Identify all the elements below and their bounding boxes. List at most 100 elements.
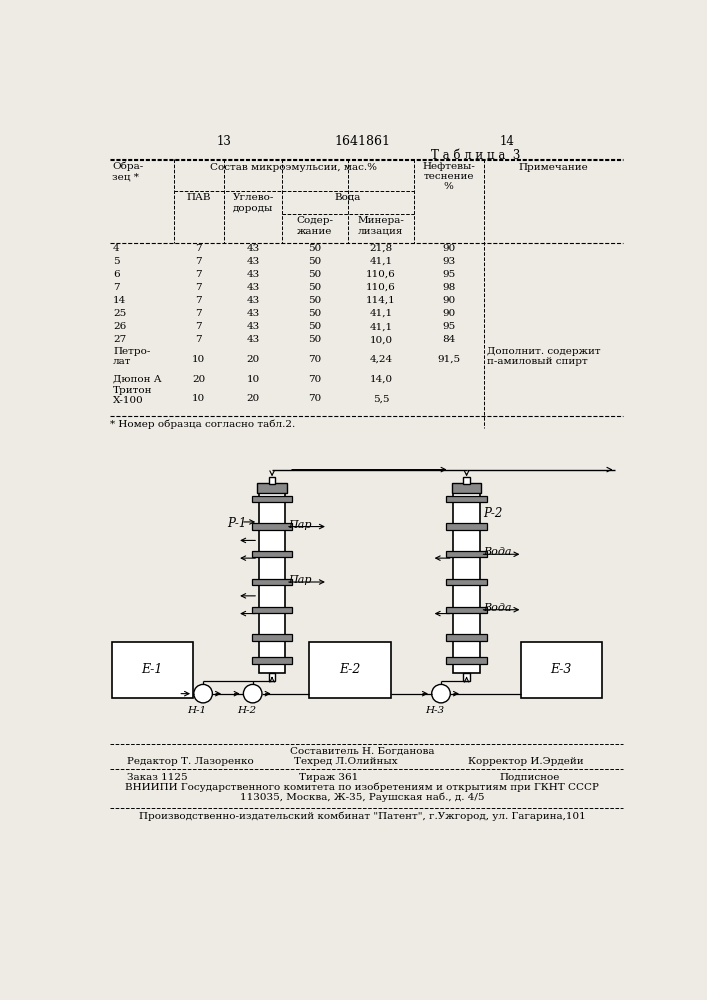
Bar bbox=[446, 579, 486, 585]
Text: 43: 43 bbox=[247, 244, 259, 253]
Text: 14,0: 14,0 bbox=[369, 375, 392, 384]
Bar bbox=[446, 551, 486, 557]
Text: Дополнит. содержит
п-амиловый спирт: Дополнит. содержит п-амиловый спирт bbox=[486, 347, 600, 366]
Text: Тритон
Х-100: Тритон Х-100 bbox=[113, 386, 153, 405]
Bar bbox=[252, 607, 292, 613]
Text: Пар: Пар bbox=[288, 575, 312, 585]
Text: 90: 90 bbox=[442, 244, 455, 253]
Text: 95: 95 bbox=[442, 270, 455, 279]
Text: 6: 6 bbox=[113, 270, 119, 279]
Text: Е-2: Е-2 bbox=[339, 663, 361, 676]
Text: 14: 14 bbox=[113, 296, 127, 305]
Text: 14: 14 bbox=[499, 135, 514, 148]
Bar bbox=[112, 642, 193, 698]
Circle shape bbox=[194, 684, 212, 703]
Text: Петро-
лат: Петро- лат bbox=[113, 347, 151, 366]
Text: 110,6: 110,6 bbox=[366, 270, 396, 279]
Text: 114,1: 114,1 bbox=[366, 296, 396, 305]
Text: 7: 7 bbox=[196, 257, 202, 266]
Text: Составитель Н. Богданова: Составитель Н. Богданова bbox=[290, 747, 434, 756]
Text: 93: 93 bbox=[442, 257, 455, 266]
Text: Е-3: Е-3 bbox=[551, 663, 572, 676]
Text: Минера-
лизация: Минера- лизация bbox=[358, 216, 404, 236]
Text: Производственно-издательский комбинат "Патент", г.Ужгород, ул. Гагарина,101: Производственно-издательский комбинат "П… bbox=[139, 811, 585, 821]
Text: 26: 26 bbox=[113, 322, 127, 331]
Text: 20: 20 bbox=[192, 375, 206, 384]
Text: 113035, Москва, Ж-35, Раушская наб., д. 4/5: 113035, Москва, Ж-35, Раушская наб., д. … bbox=[240, 793, 484, 802]
Bar bbox=[464, 477, 469, 484]
Text: ВНИИПИ Государственного комитета по изобретениям и открытиям при ГКНТ СССР: ВНИИПИ Государственного комитета по изоб… bbox=[125, 783, 599, 792]
Bar bbox=[446, 607, 486, 613]
Text: Содер-
жание: Содер- жание bbox=[296, 216, 334, 236]
Text: 7: 7 bbox=[196, 335, 202, 344]
Bar bbox=[269, 477, 275, 484]
Text: Техред Л.Олийных: Техред Л.Олийных bbox=[293, 757, 397, 766]
Bar bbox=[252, 496, 292, 502]
Bar bbox=[252, 523, 292, 530]
Bar bbox=[464, 673, 469, 681]
Bar bbox=[453, 491, 480, 673]
Circle shape bbox=[432, 684, 450, 703]
Bar bbox=[252, 579, 292, 585]
Text: 98: 98 bbox=[442, 283, 455, 292]
Text: Дюпон А: Дюпон А bbox=[113, 375, 162, 384]
Text: Пар: Пар bbox=[288, 520, 312, 530]
Text: 10: 10 bbox=[247, 375, 259, 384]
Circle shape bbox=[243, 684, 262, 703]
Text: 7: 7 bbox=[196, 244, 202, 253]
Bar bbox=[269, 673, 275, 681]
Text: 7: 7 bbox=[196, 322, 202, 331]
Text: 84: 84 bbox=[442, 335, 455, 344]
Text: Обра-
зец *: Обра- зец * bbox=[112, 162, 144, 181]
Text: 20: 20 bbox=[247, 355, 259, 364]
Bar bbox=[446, 634, 486, 641]
Text: 10,0: 10,0 bbox=[369, 335, 392, 344]
Text: 1641861: 1641861 bbox=[334, 135, 390, 148]
Text: 27: 27 bbox=[113, 335, 127, 344]
Text: 43: 43 bbox=[247, 309, 259, 318]
Text: Тираж 361: Тираж 361 bbox=[299, 773, 358, 782]
Text: 5,5: 5,5 bbox=[373, 394, 389, 403]
Text: 25: 25 bbox=[113, 309, 127, 318]
Text: 50: 50 bbox=[308, 296, 322, 305]
Text: 7: 7 bbox=[196, 283, 202, 292]
Text: 7: 7 bbox=[196, 296, 202, 305]
Text: 70: 70 bbox=[308, 394, 322, 403]
Bar bbox=[521, 642, 602, 698]
Text: 43: 43 bbox=[247, 335, 259, 344]
Text: 13: 13 bbox=[216, 135, 231, 148]
Text: Н-2: Н-2 bbox=[237, 706, 256, 715]
Text: 41,1: 41,1 bbox=[369, 309, 392, 318]
Bar bbox=[446, 523, 486, 530]
Text: Корректор И.Эрдейи: Корректор И.Эрдейи bbox=[468, 757, 584, 766]
Text: 50: 50 bbox=[308, 283, 322, 292]
Bar bbox=[257, 483, 287, 493]
Text: 7: 7 bbox=[196, 270, 202, 279]
Text: 95: 95 bbox=[442, 322, 455, 331]
Text: 4: 4 bbox=[113, 244, 119, 253]
Bar bbox=[446, 657, 486, 664]
Text: 110,6: 110,6 bbox=[366, 283, 396, 292]
Text: 43: 43 bbox=[247, 322, 259, 331]
Text: Т а б л и ц а  3: Т а б л и ц а 3 bbox=[431, 149, 520, 162]
Text: Нефтевы-
теснение
%: Нефтевы- теснение % bbox=[422, 162, 475, 191]
Text: 7: 7 bbox=[113, 283, 119, 292]
Text: * Номер образца согласно табл.2.: * Номер образца согласно табл.2. bbox=[110, 420, 296, 429]
Bar bbox=[452, 483, 481, 493]
Text: 10: 10 bbox=[192, 394, 206, 403]
Text: 20: 20 bbox=[247, 394, 259, 403]
Text: Углево-
дороды: Углево- дороды bbox=[233, 193, 274, 213]
Text: 43: 43 bbox=[247, 257, 259, 266]
Text: ПАВ: ПАВ bbox=[187, 193, 211, 202]
Text: 70: 70 bbox=[308, 355, 322, 364]
Text: 4,24: 4,24 bbox=[369, 355, 392, 364]
Text: Вода: Вода bbox=[483, 603, 511, 613]
Text: 21,8: 21,8 bbox=[369, 244, 392, 253]
Text: 50: 50 bbox=[308, 244, 322, 253]
Text: 50: 50 bbox=[308, 322, 322, 331]
Text: Заказ 1125: Заказ 1125 bbox=[127, 773, 188, 782]
Text: Е-1: Е-1 bbox=[141, 663, 163, 676]
Text: 50: 50 bbox=[308, 270, 322, 279]
Text: 50: 50 bbox=[308, 309, 322, 318]
Text: Редактор Т. Лазоренко: Редактор Т. Лазоренко bbox=[127, 757, 254, 766]
